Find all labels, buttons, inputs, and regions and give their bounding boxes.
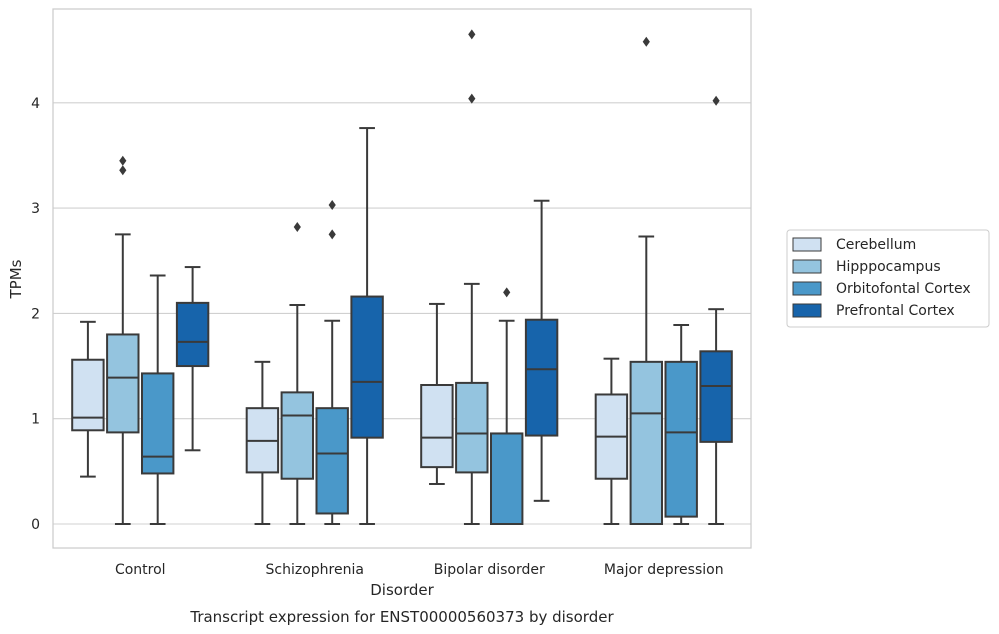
- box-1-2: [455, 29, 489, 525]
- box-3-2: [524, 199, 559, 502]
- outlier-point: [119, 155, 127, 166]
- legend: Cerebellum Hipppocampus Orbitofontal Corte…: [786, 229, 990, 328]
- outlier-point: [503, 287, 511, 298]
- box-3-1: [350, 127, 384, 525]
- legend-swatch: [792, 237, 822, 252]
- box-iqr: [455, 381, 489, 474]
- outlier-point: [712, 95, 720, 106]
- box-3-0: [175, 266, 210, 452]
- outlier-point: [119, 165, 127, 176]
- y-tick-label: 3: [31, 201, 40, 217]
- box-iqr: [280, 391, 315, 480]
- outlier-point: [293, 222, 301, 233]
- x-axis-label: Disorder: [370, 581, 434, 599]
- legend-swatch: [792, 259, 822, 274]
- box-2-1: [315, 199, 349, 525]
- box-iqr: [524, 318, 559, 437]
- box-2-2: [489, 287, 524, 525]
- y-tick-label: 0: [31, 517, 40, 533]
- box-0-2: [420, 302, 454, 485]
- outlier-point: [468, 29, 476, 40]
- legend-swatch: [792, 303, 822, 318]
- box-0-1: [245, 360, 280, 525]
- legend-label: Cerebellum: [836, 237, 916, 253]
- y-axis-ticks: 0 1 2 3 4: [31, 96, 40, 533]
- box-0-3: [594, 357, 629, 525]
- box-1-1: [280, 222, 315, 525]
- box-iqr: [106, 333, 140, 434]
- x-axis-ticks: Control Schizophrenia Bipolar disorder Majo…: [115, 562, 724, 578]
- box-iqr: [664, 360, 698, 518]
- legend-label: Orbitofontal Cortex: [836, 281, 971, 297]
- legend-frame: [786, 229, 990, 328]
- box-iqr: [175, 301, 210, 368]
- box-0-0: [71, 320, 105, 478]
- x-tick-label: Schizophrenia: [266, 562, 364, 578]
- chart-caption: Transcript expression for ENST0000056037…: [189, 608, 614, 626]
- legend-label: Prefrontal Cortex: [836, 303, 955, 319]
- x-tick-label: Control: [115, 562, 166, 578]
- box-iqr: [140, 372, 175, 475]
- y-tick-label: 1: [31, 412, 40, 428]
- y-axis-label: TPMs: [7, 259, 25, 299]
- plot-frame: [52, 8, 752, 549]
- outlier-point: [642, 36, 650, 47]
- box-1-3: [629, 36, 664, 526]
- box-iqr: [71, 358, 105, 432]
- outlier-point: [328, 199, 336, 210]
- x-tick-label: Bipolar disorder: [434, 562, 545, 578]
- y-tick-label: 4: [31, 96, 40, 112]
- box-1-0: [106, 155, 140, 525]
- box-iqr: [629, 360, 664, 526]
- legend-label: Hipppocampus: [836, 259, 941, 275]
- boxes-layer: [71, 29, 733, 526]
- box-iqr: [350, 295, 384, 439]
- outlier-point: [328, 229, 336, 240]
- y-tick-label: 2: [31, 306, 40, 322]
- box-iqr: [699, 350, 733, 443]
- box-2-3: [664, 323, 698, 525]
- legend-swatch: [792, 281, 822, 296]
- outlier-point: [468, 93, 476, 104]
- box-3-3: [699, 95, 733, 525]
- box-iqr: [489, 432, 524, 525]
- box-iqr: [315, 407, 349, 515]
- box-iqr: [420, 384, 454, 469]
- x-tick-label: Major depression: [604, 562, 724, 578]
- box-2-0: [140, 274, 175, 525]
